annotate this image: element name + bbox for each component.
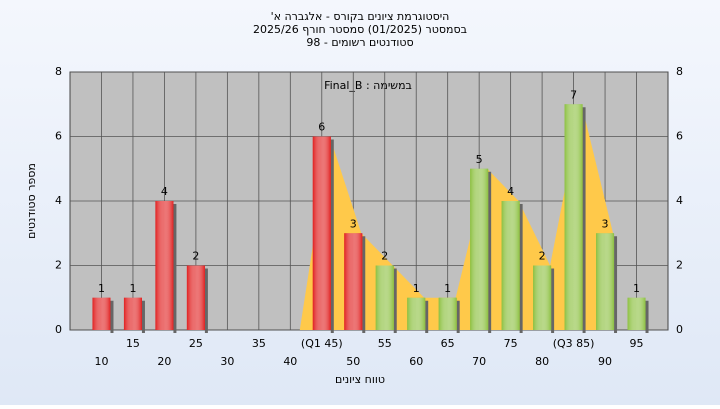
chart-subtitle: בסמסטר (01/2025) סמסטר חורף 2025/26 (253, 23, 467, 36)
data-label: 6 (318, 121, 325, 134)
data-label: 1 (129, 282, 136, 295)
x-tick-label: 80 (535, 355, 549, 368)
y-tick-label: 4 (55, 194, 62, 207)
bar-shadow (141, 300, 145, 333)
bar-shine (564, 104, 583, 330)
bar-shine (186, 265, 205, 330)
x-tick-label: 10 (94, 355, 108, 368)
y2-tick-label: 6 (676, 130, 683, 143)
data-label: 3 (602, 217, 609, 230)
y2-tick-label: 4 (676, 194, 683, 207)
x-tick-label: 65 (441, 337, 455, 350)
bar-shine (627, 297, 646, 330)
y-tick-label: 6 (55, 130, 62, 143)
bar-shadow (456, 300, 460, 333)
bar-shine (533, 265, 552, 330)
x-tick-label: 30 (220, 355, 234, 368)
x-tick-label: 95 (630, 337, 644, 350)
bar-shadow (362, 236, 366, 333)
bar-shine (312, 136, 331, 330)
x-tick-label: 55 (378, 337, 392, 350)
x-tick-label: 25 (189, 337, 203, 350)
bar-shadow (645, 300, 649, 333)
x-tick-label: 70 (472, 355, 486, 368)
data-label: 3 (350, 217, 357, 230)
bar-shine (596, 233, 615, 330)
y2-tick-label: 8 (676, 65, 683, 78)
bar-shadow (393, 268, 397, 333)
bar-shadow (488, 171, 492, 333)
bar-shadow (330, 139, 334, 333)
bar-shine (438, 297, 457, 330)
x-tick-label: 40 (283, 355, 297, 368)
bar-shadow (173, 204, 177, 333)
x-tick-label: 90 (598, 355, 612, 368)
data-label: 1 (413, 282, 420, 295)
data-label: 2 (381, 250, 388, 263)
data-label: 5 (476, 153, 483, 166)
x-tick-label: 75 (504, 337, 518, 350)
chart-subtitle: סטודנטים רשומים - 98 (306, 36, 413, 49)
bar-shine (375, 265, 394, 330)
x-tick-label: 60 (409, 355, 423, 368)
data-label: 7 (570, 88, 577, 101)
bar-shadow (519, 204, 523, 333)
x-tick-label: 15 (126, 337, 140, 350)
data-label: 1 (444, 282, 451, 295)
y2-tick-label: 2 (676, 259, 683, 272)
bar-shadow (425, 300, 429, 333)
bar-shine (470, 168, 489, 330)
x-tick-label: 50 (346, 355, 360, 368)
y-tick-label: 0 (55, 323, 62, 336)
annotation: במשימה : Final_B (324, 79, 412, 92)
bar-shadow (582, 107, 586, 333)
data-label: 1 (98, 282, 105, 295)
bar-shadow (204, 268, 208, 333)
x-tick-label: 20 (157, 355, 171, 368)
bar-shadow (551, 268, 555, 333)
data-label: 2 (192, 250, 199, 263)
bar-shine (123, 297, 142, 330)
y-tick-label: 8 (55, 65, 62, 78)
data-label: 4 (161, 185, 168, 198)
data-label: 2 (539, 250, 546, 263)
x-tick-label: (Q3 85) (553, 337, 595, 350)
bar-shine (155, 201, 174, 330)
data-label: 4 (507, 185, 514, 198)
data-label: 1 (633, 282, 640, 295)
y2-tick-label: 0 (676, 323, 683, 336)
y-tick-label: 2 (55, 259, 62, 272)
x-axis-label: טווח ציונים (335, 373, 385, 386)
bar-shine (407, 297, 426, 330)
x-tick-label: 35 (252, 337, 266, 350)
bar-shine (344, 233, 363, 330)
y-axis-label: מספר סטודנטים (25, 163, 38, 239)
bar-shadow (110, 300, 114, 333)
x-tick-label: (Q1 45) (301, 337, 343, 350)
bar-shadow (614, 236, 618, 333)
chart-title: היסטוגרמת ציונים בקורס - אלגברה א' (271, 10, 450, 23)
bar-shine (92, 297, 111, 330)
bar-shine (501, 201, 520, 330)
